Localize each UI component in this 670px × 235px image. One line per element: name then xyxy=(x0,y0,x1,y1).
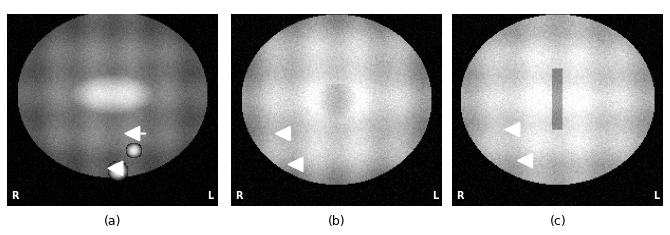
Polygon shape xyxy=(518,153,533,168)
Polygon shape xyxy=(275,126,290,141)
Text: (b): (b) xyxy=(328,215,346,228)
Text: (c): (c) xyxy=(549,215,566,228)
Polygon shape xyxy=(125,126,139,141)
Text: (a): (a) xyxy=(103,215,121,228)
Text: L: L xyxy=(207,191,214,201)
Polygon shape xyxy=(108,161,123,175)
Polygon shape xyxy=(288,157,303,172)
Text: R: R xyxy=(11,191,18,201)
Polygon shape xyxy=(505,123,520,137)
Text: L: L xyxy=(653,191,659,201)
Text: R: R xyxy=(456,191,464,201)
Text: L: L xyxy=(431,191,438,201)
Text: R: R xyxy=(235,191,243,201)
